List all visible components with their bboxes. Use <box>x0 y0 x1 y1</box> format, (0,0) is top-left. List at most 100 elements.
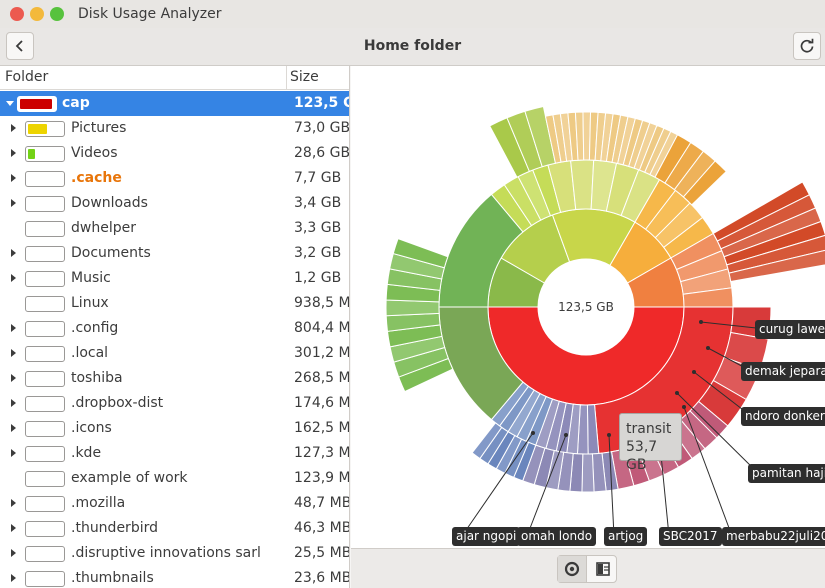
ring-chart-button[interactable] <box>558 556 587 582</box>
folder-size: 3,2 GB <box>294 245 342 261</box>
folder-label: pamitan haji <box>748 464 825 483</box>
tree-row[interactable]: .mozilla 48,7 MB <box>0 491 350 516</box>
folder-size: 48,7 MB <box>294 495 350 511</box>
tree-row[interactable]: .cache 7,7 GB <box>0 166 349 191</box>
usage-bar <box>25 371 65 387</box>
tree-row[interactable]: .disruptive innovations sarl 25,5 MB <box>0 541 350 566</box>
close-window-button[interactable] <box>10 7 24 21</box>
label-anchor-dot <box>607 433 611 437</box>
treemap-chart-button[interactable] <box>588 556 617 582</box>
usage-bar <box>25 196 65 212</box>
folder-column-header[interactable]: Folder <box>5 69 49 85</box>
tree-row[interactable]: .icons 162,5 MB <box>0 416 349 441</box>
tree-row[interactable]: Documents 3,2 GB <box>0 241 349 266</box>
usage-bar <box>17 96 57 112</box>
tree-row[interactable]: Videos 28,6 GB <box>0 141 349 166</box>
expand-arrow-icon[interactable] <box>11 149 16 157</box>
ring-chart-panel: 123,5 GB transit 53,7 GB curug lawe demak… <box>351 66 825 548</box>
folder-name: dwhelper <box>71 220 136 236</box>
label-leader-line <box>683 406 733 537</box>
folder-size: 73,0 GB <box>294 120 350 136</box>
tree-row[interactable]: .thunderbird 46,3 MB <box>0 516 349 541</box>
expand-arrow-icon[interactable] <box>11 549 16 557</box>
expand-arrow-icon[interactable] <box>11 399 16 407</box>
back-button[interactable] <box>6 32 34 60</box>
column-separator[interactable] <box>286 66 287 90</box>
tree-row[interactable]: toshiba 268,5 MB <box>0 366 349 391</box>
tree-row[interactable]: Pictures 73,0 GB <box>0 116 350 141</box>
chevron-left-icon <box>15 40 23 52</box>
expand-arrow-icon[interactable] <box>11 124 16 132</box>
expand-arrow-icon[interactable] <box>11 249 16 257</box>
expand-arrow-icon[interactable] <box>11 374 16 382</box>
expand-arrow-icon[interactable] <box>11 499 16 507</box>
folder-name: .thunderbird <box>71 520 158 536</box>
usage-bar <box>25 421 65 437</box>
usage-bar-fill <box>20 99 53 109</box>
usage-bar <box>25 571 65 587</box>
tree-header: Folder Size <box>0 66 349 90</box>
refresh-button[interactable] <box>793 32 821 60</box>
segment-outer-rust[interactable] <box>728 249 825 283</box>
expand-arrow-icon[interactable] <box>11 574 16 582</box>
tree-row[interactable]: .dropbox-dist 174,6 MB <box>0 391 349 416</box>
tree-row[interactable]: Linux 938,5 MB <box>0 291 349 316</box>
label-leader-line <box>700 321 766 330</box>
segment-tooltip: transit 53,7 GB <box>619 413 682 473</box>
tree-row[interactable]: .kde 127,3 MB <box>0 441 349 466</box>
folder-name: Videos <box>71 145 118 161</box>
size-column-header[interactable]: Size <box>290 69 319 85</box>
tree-row[interactable]: Downloads 3,4 GB <box>0 191 349 216</box>
tree-row[interactable]: .thumbnails 23,6 MB <box>0 566 349 588</box>
label-anchor-dot <box>682 405 686 409</box>
usage-bar <box>25 346 65 362</box>
folder-size: 3,4 GB <box>294 195 342 211</box>
label-anchor-dot <box>564 433 568 437</box>
segment-outer-green[interactable] <box>392 237 449 269</box>
expand-arrow-icon[interactable] <box>11 274 16 282</box>
chart-center[interactable] <box>539 260 633 354</box>
folder-size: 123,5 GB <box>294 95 349 111</box>
maximize-window-button[interactable] <box>50 7 64 21</box>
label-leader-line <box>526 434 567 537</box>
folder-size: 1,2 GB <box>294 270 342 286</box>
segment-outer-purple[interactable] <box>581 453 595 493</box>
tree-row[interactable]: example of work 123,9 MB <box>0 466 349 491</box>
tree-row[interactable]: cap 123,5 GB <box>0 91 349 116</box>
expand-arrow-icon[interactable] <box>11 524 16 532</box>
tree-row[interactable]: .config 804,4 MB <box>0 316 349 341</box>
expand-arrow-icon[interactable] <box>11 424 16 432</box>
segment-orange-red[interactable] <box>682 287 734 308</box>
refresh-icon <box>800 38 814 53</box>
expand-arrow-icon[interactable] <box>11 199 16 207</box>
label-anchor-dot <box>699 320 703 324</box>
tree-row[interactable]: dwhelper 3,3 GB <box>0 216 349 241</box>
folder-label: SBC2017 <box>659 527 722 546</box>
folder-name: Downloads <box>71 195 148 211</box>
ring-chart-icon <box>564 561 580 577</box>
tree-row[interactable]: .local 301,2 MB <box>0 341 349 366</box>
tree-row[interactable]: Music 1,2 GB <box>0 266 349 291</box>
header-bar: Home folder <box>0 28 825 66</box>
folder-name: .cache <box>71 170 122 186</box>
folder-name: .dropbox-dist <box>71 395 164 411</box>
chart-type-switcher <box>557 555 617 583</box>
expand-arrow-icon[interactable] <box>11 324 16 332</box>
collapse-arrow-icon[interactable] <box>6 101 14 106</box>
segment-outer-amber[interactable] <box>682 160 727 206</box>
expand-arrow-icon[interactable] <box>11 174 16 182</box>
expand-arrow-icon[interactable] <box>11 349 16 357</box>
folder-size: 25,5 MB <box>294 545 350 561</box>
expand-arrow-icon[interactable] <box>11 449 16 457</box>
usage-bar <box>25 146 65 162</box>
usage-bar <box>25 171 65 187</box>
label-leader-line <box>676 392 759 474</box>
segment-outer-blue[interactable] <box>471 422 503 460</box>
window-title: Disk Usage Analyzer <box>78 6 222 22</box>
usage-bar <box>25 521 65 537</box>
folder-name: cap <box>62 95 90 111</box>
minimize-window-button[interactable] <box>30 7 44 21</box>
segment-outer-green[interactable] <box>385 299 440 317</box>
usage-bar-fill <box>28 124 48 134</box>
ring-chart[interactable]: 123,5 GB <box>351 66 825 548</box>
